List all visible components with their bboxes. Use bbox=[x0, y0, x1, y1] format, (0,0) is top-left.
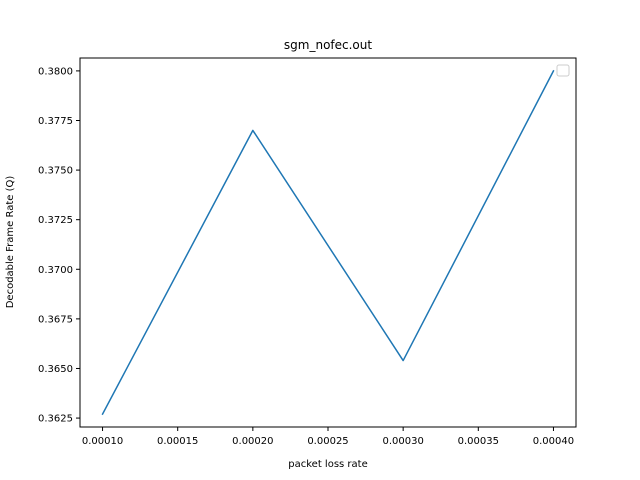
x-axis: 0.00010 0.00015 0.00020 0.00025 0.00030 0.000… bbox=[82, 427, 574, 447]
x-tick-label: 0.00030 bbox=[382, 436, 423, 447]
plot-frame bbox=[79, 57, 577, 428]
y-tick-label: 0.3725 bbox=[38, 215, 73, 226]
plot-area bbox=[79, 57, 577, 428]
y-tick-label: 0.3800 bbox=[38, 66, 73, 77]
x-tick-label: 0.00015 bbox=[157, 436, 198, 447]
x-tick-label: 0.00010 bbox=[82, 436, 123, 447]
series-layer bbox=[101, 69, 555, 416]
x-tick-label: 0.00020 bbox=[232, 436, 273, 447]
x-tick-label: 0.00025 bbox=[307, 436, 348, 447]
series-line bbox=[101, 69, 555, 416]
chart-title: sgm_nofec.out bbox=[284, 38, 372, 52]
y-tick-label: 0.3625 bbox=[38, 414, 73, 425]
x-tick-label: 0.00040 bbox=[533, 436, 574, 447]
y-axis-label: Decodable Frame Rate (Q) bbox=[5, 176, 16, 309]
x-axis-label: packet loss rate bbox=[288, 459, 367, 470]
y-tick-label: 0.3750 bbox=[38, 166, 73, 177]
legend-box bbox=[556, 64, 570, 77]
x-tick-label: 0.00035 bbox=[458, 436, 499, 447]
y-tick-label: 0.3650 bbox=[38, 364, 73, 375]
y-tick-label: 0.3700 bbox=[38, 265, 73, 276]
y-axis: 0.3625 0.3650 0.3675 0.3700 0.3725 0.3750 0.37… bbox=[38, 66, 80, 425]
y-tick-label: 0.3775 bbox=[38, 116, 73, 127]
y-tick-label: 0.3675 bbox=[38, 314, 73, 325]
